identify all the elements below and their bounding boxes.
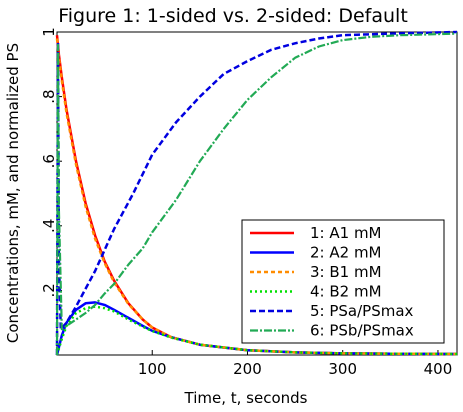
- x-tick-label: 300: [328, 360, 357, 378]
- x-tick-label: 100: [138, 360, 167, 378]
- legend-label-2: 2: A2 mM: [310, 244, 382, 262]
- series-line-3: [55, 38, 458, 356]
- y-tick-label: .4: [40, 219, 58, 233]
- legend-label-4: 4: B2 mM: [310, 283, 382, 301]
- y-axis-label: Concentrations, mM, and normalized PS: [4, 43, 22, 343]
- legend-label-5: 5: PSa/PSmax: [310, 302, 414, 320]
- x-axis-label: Time, t, seconds: [184, 389, 308, 407]
- legend-label-3: 3: B1 mM: [310, 263, 382, 281]
- legend-box: [241, 219, 445, 344]
- x-tick-label: 400: [424, 360, 453, 378]
- series-line-6: [55, 32, 458, 356]
- x-tick-label: 200: [233, 360, 262, 378]
- plot-area: 100 200 300 400 .2 .4 .6 .8 1: [40, 27, 458, 378]
- y-tick-label: .6: [40, 154, 58, 168]
- y-tick-label: .2: [40, 283, 58, 297]
- y-tick-label: .8: [40, 89, 58, 103]
- legend: 1: A1 mM 2: A2 mM3: B1 mM 4: B2 mM5: PSa/P…: [241, 219, 445, 344]
- legend-label-1: 1: A1 mM: [310, 224, 382, 242]
- y-tick-label: 1: [40, 27, 58, 37]
- chart-title: Figure 1: 1-sided vs. 2-sided: Default: [58, 5, 408, 27]
- series-line-4: [55, 305, 458, 356]
- legend-label-6: 6: PSb/PSmax: [310, 322, 414, 340]
